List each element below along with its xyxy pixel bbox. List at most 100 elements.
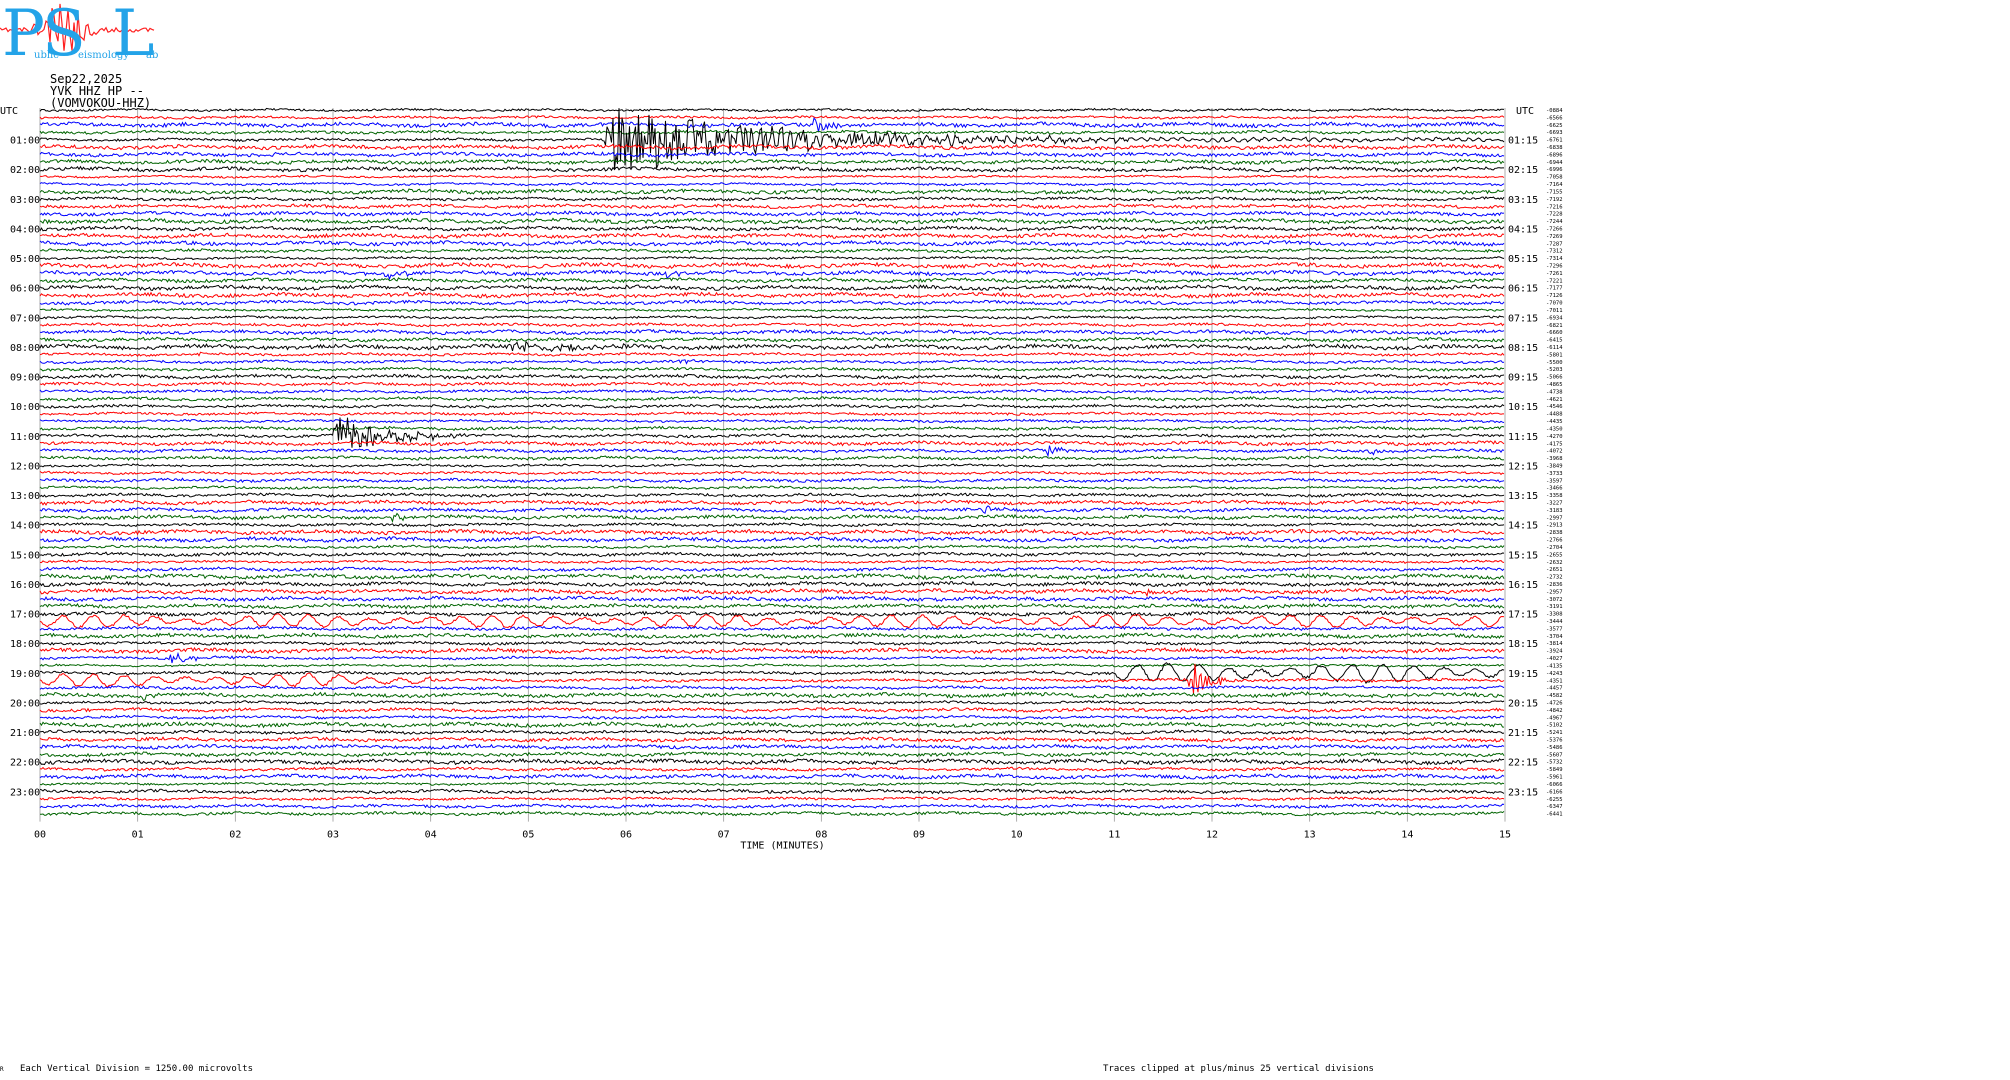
trace-offset-label: -3814: [1546, 641, 1563, 647]
seismic-trace-52: [39, 492, 1505, 498]
x-tick-label: 09: [913, 830, 925, 841]
right-hour-label: 17:15: [1508, 610, 1538, 621]
seismic-trace-7: [39, 158, 1505, 166]
left-hour-label: 17:00: [10, 610, 40, 621]
logo-letter-l: L: [112, 0, 155, 71]
right-hour-label: 04:15: [1508, 224, 1538, 235]
seismic-trace-4: [39, 108, 1505, 170]
left-hour-label: 22:00: [10, 758, 40, 769]
clip-note: Traces clipped at plus/minus 25 vertical…: [1103, 1064, 1374, 1074]
right-hour-label: 18:15: [1508, 639, 1538, 650]
seismic-trace-84: [39, 729, 1505, 735]
trace-offset-label: -5607: [1546, 752, 1563, 758]
trace-offset-label: -4350: [1546, 426, 1563, 432]
seismic-trace-85: [39, 736, 1505, 743]
trace-offset-label: -2766: [1546, 538, 1563, 544]
right-hour-label: 15:15: [1508, 550, 1538, 561]
trace-offset-label: -2655: [1546, 552, 1563, 558]
seismic-trace-19: [40, 247, 1505, 254]
trace-offset-label: -2997: [1546, 515, 1563, 521]
trace-offset-label: -7058: [1546, 175, 1563, 181]
right-hour-label: 11:15: [1508, 432, 1538, 443]
trace-offset-label: -3358: [1546, 493, 1563, 499]
left-hour-label: 18:00: [10, 639, 40, 650]
trace-offset-label: -5801: [1546, 352, 1563, 358]
left-hour-label: 16:00: [10, 580, 40, 591]
left-hour-label: 13:00: [10, 491, 40, 502]
trace-offset-label: -6625: [1546, 123, 1563, 129]
trace-offset-label: -4270: [1546, 434, 1563, 440]
trace-offset-label: -4546: [1546, 404, 1563, 410]
left-hour-label: 01:00: [10, 136, 40, 147]
trace-offset-label: -4027: [1546, 656, 1563, 662]
seismic-trace-41: [39, 411, 1504, 416]
seismic-trace-88: [39, 757, 1505, 766]
trace-offset-label: -7228: [1546, 212, 1563, 218]
seismic-trace-78: [39, 684, 1505, 691]
seismic-trace-17: [39, 232, 1505, 240]
trace-offset-label: -4457: [1546, 686, 1563, 692]
left-hour-label: 23:00: [10, 787, 40, 798]
division-note: Each Vertical Division = 1250.00 microvo…: [20, 1064, 253, 1074]
left-hour-label: 14:00: [10, 521, 40, 532]
seismic-trace-70: [39, 625, 1505, 632]
right-hour-label: 22:15: [1508, 758, 1538, 769]
seismic-trace-62: [39, 566, 1505, 572]
right-hour-label: 13:15: [1508, 491, 1538, 502]
trace-offset-label: -4865: [1546, 382, 1563, 388]
seismic-trace-60: [39, 551, 1505, 558]
seismic-trace-0: [39, 107, 1505, 113]
seismic-trace-79: [39, 691, 1505, 702]
seismic-trace-22: [39, 269, 1505, 281]
trace-offset-label: -4435: [1546, 419, 1563, 425]
x-tick-label: 03: [327, 830, 339, 841]
seismic-trace-42: [39, 418, 1505, 424]
logo-text-2: eismology: [78, 50, 130, 61]
trace-offset-label: -6996: [1546, 167, 1563, 173]
trace-offset-label: -3466: [1546, 486, 1563, 492]
trace-offset-label: -5486: [1546, 745, 1563, 751]
seismic-trace-45: [39, 440, 1505, 447]
x-tick-label: 05: [522, 830, 534, 841]
trace-offset-label: -2913: [1546, 523, 1563, 529]
seismic-trace-25: [39, 291, 1505, 299]
seismic-trace-5: [39, 143, 1505, 151]
right-hour-label: 07:15: [1508, 313, 1538, 324]
trace-offset-label: -5961: [1546, 775, 1563, 781]
logo-letter-s: S: [42, 0, 86, 71]
right-hour-label: 12:15: [1508, 461, 1538, 472]
trace-offset-label: -3308: [1546, 612, 1563, 618]
seismic-trace-32: [39, 340, 1505, 353]
trace-offset-label: -3183: [1546, 508, 1563, 514]
trace-offset-label: -6114: [1546, 345, 1563, 351]
x-tick-label: 13: [1304, 830, 1316, 841]
left-hour-label: 08:00: [10, 343, 40, 354]
trace-offset-label: -3577: [1546, 626, 1563, 632]
trace-offset-label: -3227: [1546, 501, 1563, 507]
seismic-trace-57: [39, 528, 1505, 536]
logo-text-3: ab: [146, 50, 159, 61]
seismic-trace-72: [39, 640, 1505, 646]
seismic-trace-77: [39, 663, 1505, 694]
trace-offset-label: -6944: [1546, 160, 1563, 166]
trace-offset-label: -4243: [1546, 671, 1563, 677]
seismic-trace-3: [39, 129, 1505, 135]
trace-offset-label: -3968: [1546, 456, 1563, 462]
seismic-trace-1: [39, 115, 1505, 120]
trace-offset-label: -7177: [1546, 286, 1563, 292]
trace-offset-label: -5849: [1546, 767, 1563, 773]
x-tick-label: 00: [34, 830, 46, 841]
seismic-trace-75: [39, 663, 1505, 668]
seismic-trace-67: [39, 602, 1505, 610]
right-hour-label: 09:15: [1508, 373, 1538, 384]
header-station-name: (VOMVOKOU-HHZ): [50, 96, 152, 110]
trace-offset-label: -7192: [1546, 197, 1563, 203]
seismic-trace-59: [39, 544, 1505, 550]
right-hour-label: 10:15: [1508, 402, 1538, 413]
trace-offset-label: -5500: [1546, 360, 1563, 366]
left-hour-label: 12:00: [10, 461, 40, 472]
trace-offset-label: -2732: [1546, 575, 1563, 581]
trace-offset-label: -7312: [1546, 249, 1563, 255]
trace-offset-label: -6934: [1546, 315, 1563, 321]
